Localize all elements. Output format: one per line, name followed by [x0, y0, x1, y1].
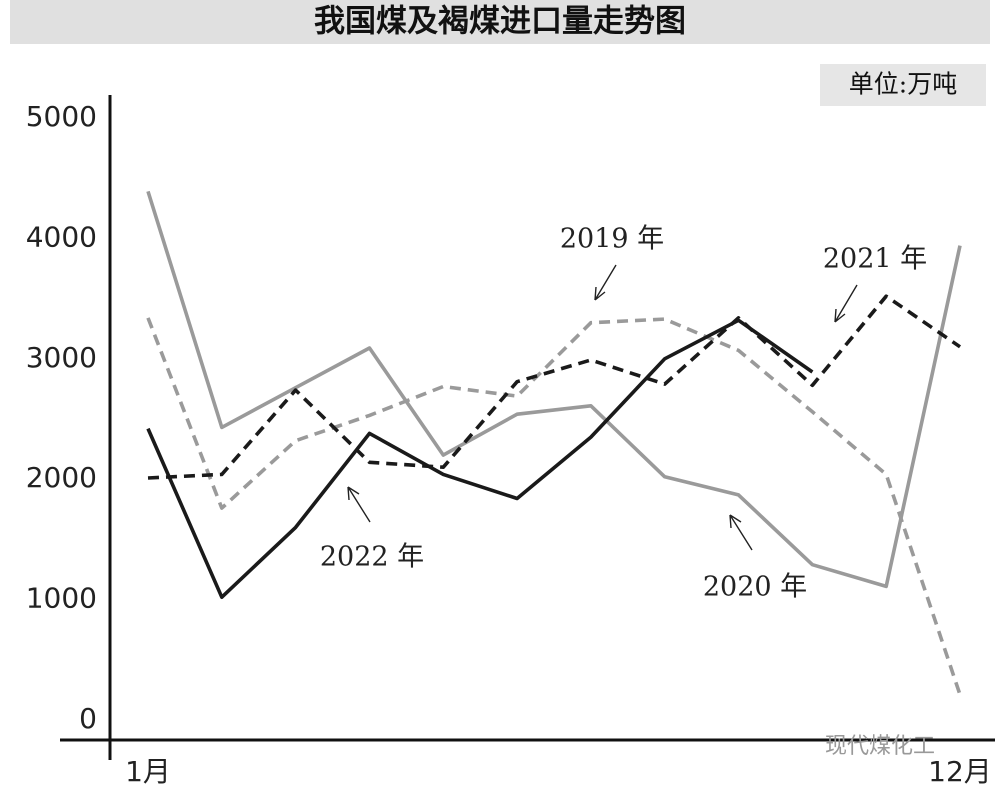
title-banner [10, 0, 990, 44]
y-tick-label: 1000 [26, 582, 97, 615]
y-tick-label: 4000 [26, 220, 97, 253]
chart-title: 我国煤及褐煤进口量走势图 [314, 4, 686, 40]
series-line [146, 190, 962, 589]
unit-box [820, 64, 986, 106]
y-tick-label: 0 [79, 702, 97, 735]
arrow-2022 [347, 486, 371, 523]
series-label: 2022 年 [320, 542, 424, 573]
arrow-2019 [594, 264, 617, 301]
watermark: 现代煤化工 [825, 734, 935, 759]
arrow-2021 [834, 284, 858, 323]
x-tick-label: 1月 [125, 755, 171, 788]
arrows [347, 264, 858, 551]
x-tick-label: 12月 [928, 755, 992, 788]
series-label: 2019 年 [560, 224, 664, 255]
y-tick-label: 3000 [26, 341, 97, 374]
series-line [147, 294, 962, 480]
y-tick-label: 2000 [26, 461, 97, 494]
series-line [146, 318, 814, 599]
arrow-2020 [729, 514, 753, 551]
unit-label: 单位:万吨 [849, 70, 957, 99]
series-line [146, 317, 962, 696]
y-tick-label: 5000 [26, 100, 97, 133]
series-label: 2021 年 [823, 244, 927, 275]
series-label: 2020 年 [703, 572, 807, 603]
